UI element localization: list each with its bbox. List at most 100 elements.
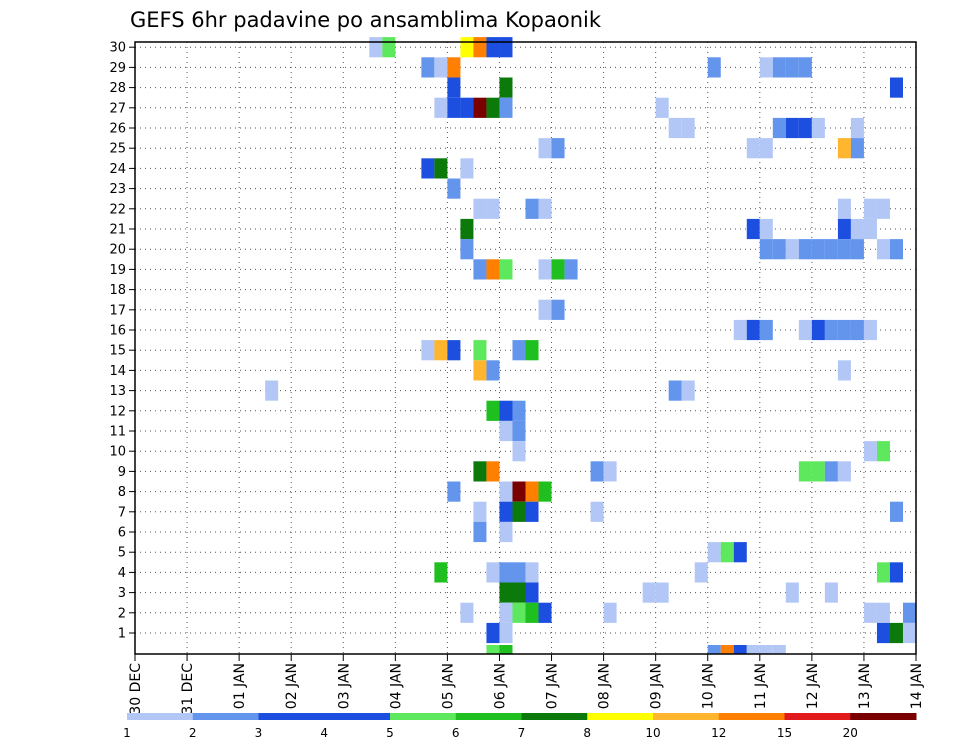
heatmap-cell bbox=[785, 582, 799, 603]
x-tick-label: 08 JAN bbox=[597, 663, 613, 709]
heatmap-cell bbox=[499, 259, 513, 280]
heatmap-cell bbox=[811, 117, 825, 139]
heatmap-cell bbox=[772, 239, 786, 260]
heatmap-cell bbox=[499, 602, 513, 623]
heatmap-cell bbox=[759, 645, 773, 654]
x-tick-label: 02 JAN bbox=[284, 663, 300, 709]
x-tick-label: 07 JAN bbox=[545, 663, 561, 709]
heatmap-cell bbox=[499, 645, 513, 654]
heatmap-cell bbox=[824, 461, 838, 482]
colorbar-swatch bbox=[718, 713, 785, 720]
y-tick-label: 12 bbox=[109, 404, 126, 419]
heatmap-cell bbox=[473, 198, 487, 219]
y-tick-label: 24 bbox=[109, 162, 126, 177]
heatmap-cell bbox=[525, 562, 539, 583]
heatmap-cell bbox=[746, 319, 760, 341]
heatmap-cell bbox=[421, 57, 435, 78]
heatmap-cell bbox=[707, 57, 721, 78]
heatmap-cell bbox=[473, 461, 487, 482]
colorbar-label: 7 bbox=[518, 726, 526, 740]
heatmap-cell bbox=[460, 97, 474, 118]
y-tick-label: 28 bbox=[109, 81, 126, 96]
heatmap-cell bbox=[512, 420, 526, 442]
heatmap-cell bbox=[681, 380, 695, 401]
heatmap-cell bbox=[863, 441, 877, 462]
heatmap-cell bbox=[759, 239, 773, 260]
y-tick-label: 20 bbox=[109, 243, 126, 258]
x-tick-label: 09 JAN bbox=[649, 663, 665, 709]
heatmap-cell bbox=[447, 57, 461, 78]
y-axis: 1234567891011121314151617181920212223242… bbox=[109, 41, 135, 642]
x-tick-label: 10 JAN bbox=[701, 663, 717, 709]
heatmap-cell bbox=[551, 259, 565, 280]
heatmap-cell bbox=[837, 198, 851, 219]
heatmap-cell bbox=[694, 562, 708, 583]
x-tick-label: 06 JAN bbox=[493, 663, 509, 709]
heatmap-cell bbox=[759, 57, 773, 78]
heatmap-cell bbox=[603, 602, 617, 623]
y-tick-label: 30 bbox=[109, 41, 126, 56]
heatmap-cell bbox=[876, 441, 890, 462]
heatmap-cell bbox=[889, 562, 903, 583]
colorbar-swatch bbox=[455, 713, 522, 720]
heatmap-cell bbox=[681, 117, 695, 139]
colorbar-label: 6 bbox=[452, 726, 460, 740]
colorbar-swatch bbox=[587, 713, 654, 720]
heatmap-cell bbox=[447, 97, 461, 118]
heatmap-cell bbox=[499, 582, 513, 603]
colorbar-swatch bbox=[521, 713, 588, 720]
x-tick-label: 31 DEC bbox=[180, 663, 196, 715]
heatmap-cell bbox=[434, 57, 448, 78]
heatmap-cell bbox=[421, 158, 435, 179]
heatmap-cell bbox=[889, 239, 903, 260]
y-tick-label: 18 bbox=[109, 283, 126, 298]
heatmap-cell bbox=[486, 400, 500, 421]
heatmap-cell bbox=[785, 57, 799, 78]
heatmap-cell bbox=[499, 97, 513, 118]
heatmap-cell bbox=[811, 239, 825, 260]
colorbar-label: 20 bbox=[843, 726, 858, 740]
heatmap-cell bbox=[785, 117, 799, 139]
heatmap-cell bbox=[759, 138, 773, 159]
x-tick-label: 04 JAN bbox=[388, 663, 404, 709]
colorbar: 1 2 3 4 5 6 7 8 10 12 15 20 bbox=[123, 713, 917, 740]
x-tick-label: 14 JAN bbox=[909, 663, 925, 709]
y-tick-label: 14 bbox=[109, 364, 126, 379]
heatmap-cell bbox=[837, 239, 851, 260]
heatmap-cell bbox=[369, 37, 383, 58]
heatmap-cell bbox=[486, 622, 500, 644]
y-tick-label: 29 bbox=[109, 61, 126, 76]
heatmap-cell bbox=[824, 319, 838, 341]
heatmap-cell bbox=[772, 57, 786, 78]
heatmap-cell bbox=[590, 501, 604, 522]
heatmap-cell bbox=[525, 582, 539, 603]
colorbar-swatch bbox=[127, 713, 194, 720]
x-tick-label: 30 DEC bbox=[128, 663, 144, 715]
heatmap-cell bbox=[434, 340, 448, 361]
heatmap-cell bbox=[707, 542, 721, 563]
heatmap-cell bbox=[668, 380, 682, 401]
colorbar-swatch bbox=[850, 713, 917, 720]
colorbar-label: 12 bbox=[711, 726, 726, 740]
plot-frame bbox=[134, 41, 917, 655]
heatmap-cell bbox=[876, 198, 890, 219]
heatmap-cell bbox=[798, 239, 812, 260]
heatmap-cell bbox=[876, 622, 890, 644]
heatmap-cell bbox=[512, 562, 526, 583]
heatmap-cell bbox=[512, 481, 526, 502]
heatmap-cell bbox=[499, 622, 513, 644]
x-tick-label: 05 JAN bbox=[440, 663, 456, 709]
heatmap-cell bbox=[447, 77, 461, 98]
heatmap-cell bbox=[720, 542, 734, 563]
heatmap-cell bbox=[564, 259, 578, 280]
y-tick-label: 6 bbox=[118, 526, 126, 541]
y-tick-label: 1 bbox=[118, 627, 126, 642]
heatmap-cell bbox=[447, 178, 461, 199]
heatmap-cell bbox=[525, 198, 539, 219]
y-tick-label: 9 bbox=[118, 465, 126, 480]
heatmap-cell bbox=[837, 319, 851, 341]
heatmap-cell bbox=[850, 138, 864, 159]
y-tick-label: 21 bbox=[109, 223, 126, 238]
